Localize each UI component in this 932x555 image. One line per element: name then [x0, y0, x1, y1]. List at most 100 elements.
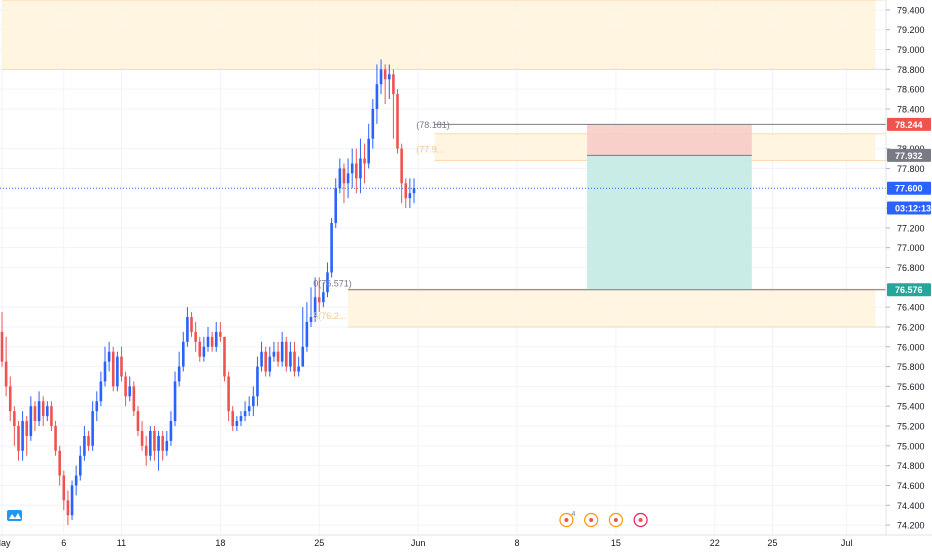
candle-body[interactable]: [223, 336, 226, 377]
price-label-badge[interactable]: [887, 148, 931, 162]
candle-body[interactable]: [74, 475, 78, 486]
candle-body[interactable]: [227, 376, 230, 412]
candle-body[interactable]: [412, 188, 416, 194]
price-label-badge[interactable]: [887, 201, 931, 215]
candle-body[interactable]: [322, 292, 325, 303]
candle-body[interactable]: [95, 401, 99, 412]
candle-body[interactable]: [21, 421, 24, 451]
candle-body[interactable]: [66, 500, 70, 516]
candle-body[interactable]: [190, 317, 193, 332]
candle-body[interactable]: [29, 406, 33, 436]
candle-body[interactable]: [202, 346, 206, 357]
candle-body[interactable]: [41, 401, 45, 417]
candle-body[interactable]: [181, 341, 185, 367]
candle-body[interactable]: [313, 297, 317, 318]
candle-body[interactable]: [33, 406, 37, 422]
candle-body[interactable]: [371, 108, 375, 139]
candle-body[interactable]: [379, 69, 383, 85]
candle-body[interactable]: [8, 386, 12, 412]
candle-body[interactable]: [194, 331, 197, 342]
candle-body[interactable]: [13, 411, 16, 427]
candle-body[interactable]: [37, 401, 41, 422]
candle-body[interactable]: [177, 366, 181, 382]
candle-body[interactable]: [280, 341, 284, 362]
candle-body[interactable]: [289, 351, 292, 367]
candle-body[interactable]: [210, 336, 214, 347]
candle-body[interactable]: [173, 381, 177, 422]
candle-body[interactable]: [149, 430, 152, 456]
candle-body[interactable]: [17, 426, 20, 451]
candle-body[interactable]: [392, 74, 395, 95]
candle-body[interactable]: [252, 396, 255, 407]
candle-body[interactable]: [54, 426, 57, 451]
candle-body[interactable]: [396, 94, 399, 149]
price-label-badge[interactable]: [887, 283, 931, 297]
candle-body[interactable]: [338, 168, 342, 189]
candle-body[interactable]: [367, 138, 370, 164]
candle-body[interactable]: [404, 183, 408, 199]
candle-body[interactable]: [78, 455, 82, 476]
candle-body[interactable]: [383, 69, 387, 80]
candle-body[interactable]: [124, 376, 127, 397]
candle-body[interactable]: [408, 193, 412, 199]
candle-body[interactable]: [297, 366, 300, 372]
candle-body[interactable]: [387, 74, 391, 80]
candle-body[interactable]: [272, 351, 276, 357]
candle-body[interactable]: [165, 440, 169, 451]
candle-body[interactable]: [132, 386, 136, 412]
take-profit-area[interactable]: [587, 155, 752, 290]
candle-body[interactable]: [4, 361, 8, 387]
candle-body[interactable]: [346, 173, 350, 184]
candle-body[interactable]: [256, 366, 259, 397]
candle-body[interactable]: [305, 321, 309, 347]
candle-body[interactable]: [111, 351, 115, 387]
candle-body[interactable]: [144, 445, 148, 456]
candle-body[interactable]: [260, 351, 263, 367]
candle-body[interactable]: [161, 435, 164, 451]
candle-body[interactable]: [309, 317, 313, 322]
candle-body[interactable]: [284, 341, 288, 367]
candle-body[interactable]: [116, 356, 119, 387]
candle-body[interactable]: [186, 317, 189, 342]
candle-body[interactable]: [355, 163, 358, 179]
candle-body[interactable]: [359, 158, 362, 179]
price-label-badge[interactable]: [887, 181, 931, 195]
candle-body[interactable]: [157, 435, 160, 451]
candle-body[interactable]: [50, 406, 53, 427]
candle-body[interactable]: [243, 411, 247, 417]
logo-icon[interactable]: [7, 510, 22, 521]
price-label-badge[interactable]: [887, 117, 931, 131]
candle-body[interactable]: [350, 163, 354, 174]
candle-body[interactable]: [363, 158, 366, 164]
candle-body[interactable]: [330, 222, 333, 273]
candle-body[interactable]: [219, 331, 222, 337]
candle-body[interactable]: [214, 331, 218, 347]
candle-body[interactable]: [58, 450, 61, 476]
candle-body[interactable]: [0, 331, 4, 362]
candle-body[interactable]: [342, 168, 346, 184]
candle-body[interactable]: [231, 411, 235, 427]
candle-body[interactable]: [136, 411, 140, 431]
candle-body[interactable]: [103, 361, 107, 382]
candle-body[interactable]: [153, 430, 156, 451]
candle-body[interactable]: [83, 435, 86, 456]
candle-body[interactable]: [301, 346, 305, 367]
candle-body[interactable]: [264, 351, 267, 372]
candle-body[interactable]: [70, 485, 74, 516]
candle-body[interactable]: [128, 386, 132, 397]
candle-body[interactable]: [91, 411, 94, 446]
candle-body[interactable]: [87, 435, 90, 446]
candle-body[interactable]: [169, 421, 173, 441]
candle-body[interactable]: [107, 351, 111, 362]
stop-loss-area[interactable]: [587, 124, 752, 156]
candle-body[interactable]: [326, 272, 329, 293]
candle-body[interactable]: [140, 430, 144, 446]
candle-body[interactable]: [239, 416, 243, 422]
candle-body[interactable]: [375, 84, 379, 109]
candle-body[interactable]: [276, 351, 280, 362]
candle-body[interactable]: [317, 297, 321, 303]
candle-body[interactable]: [247, 406, 251, 412]
candle-body[interactable]: [62, 475, 66, 501]
